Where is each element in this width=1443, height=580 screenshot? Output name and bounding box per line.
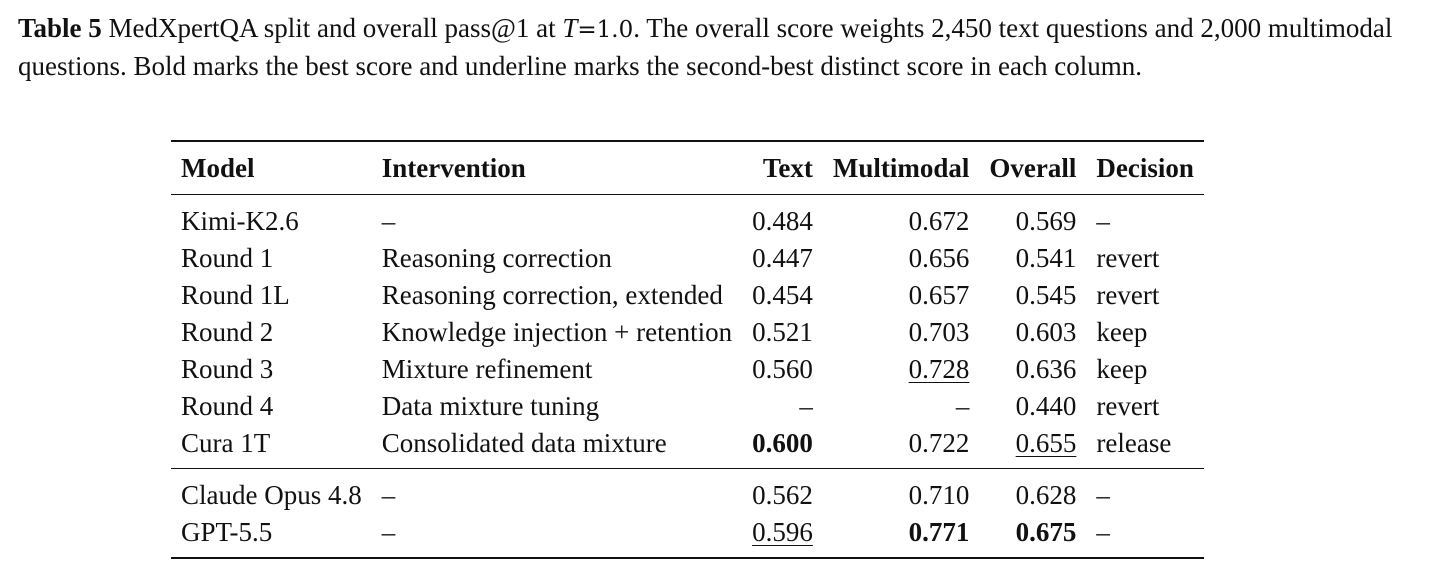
cell-model: Round 1 xyxy=(181,243,274,273)
table-caption: Table 5 MedXpertQA split and overall pas… xyxy=(18,10,1428,84)
cell-intervention: – xyxy=(381,206,396,236)
cell-text: 0.484 xyxy=(752,206,813,236)
cell-text: 0.454 xyxy=(752,280,813,310)
cell-text: 0.447 xyxy=(752,243,813,273)
cell-model: GPT-5.5 xyxy=(171,514,372,559)
caption-label: Table 5 xyxy=(18,13,102,43)
cell-intervention: Reasoning correction, extended xyxy=(381,280,723,310)
cell-multimodal: 0.710 xyxy=(908,480,970,510)
cell-intervention: Consolidated data mixture xyxy=(371,425,743,469)
cell-multimodal: 0.722 xyxy=(822,425,980,469)
cell-text: 0.560 xyxy=(752,354,813,384)
cell-overall: 0.628 xyxy=(1015,480,1077,510)
table-row: Round 2 Knowledge injection + retention … xyxy=(171,314,1204,351)
cell-decision: – xyxy=(1086,514,1204,559)
cell-decision: revert xyxy=(1096,243,1160,273)
caption-text-start: MedXpertQA split and overall pass@1 at xyxy=(108,13,556,43)
cell-intervention: – xyxy=(381,480,396,510)
second-best-multimodal: 0.728 xyxy=(908,354,970,384)
cell-overall: 0.603 xyxy=(1015,317,1077,347)
cell-model: Round 1L xyxy=(181,280,290,310)
table-row: Round 4 Data mixture tuning – – 0.440 re… xyxy=(171,388,1204,425)
cell-model: Round 3 xyxy=(181,354,274,384)
cell-model: Claude Opus 4.8 xyxy=(181,480,362,510)
cell-text: 0.521 xyxy=(752,317,813,347)
caption-math-value: =1.0 xyxy=(577,17,634,43)
cell-text: 0.562 xyxy=(752,480,813,510)
table-row: Claude Opus 4.8 – 0.562 0.710 0.628 – xyxy=(171,469,1204,515)
caption-math-variable: T xyxy=(562,13,578,43)
cell-model: Cura 1T xyxy=(171,425,372,469)
cell-overall: 0.545 xyxy=(1015,280,1077,310)
header-overall: Overall xyxy=(979,140,1087,195)
table-row: Cura 1T Consolidated data mixture 0.600 … xyxy=(171,425,1204,469)
table-row: Round 1 Reasoning correction 0.447 0.656… xyxy=(171,240,1204,277)
cell-multimodal: 0.703 xyxy=(908,317,970,347)
caption-text-end: . The overall score weights 2,450 text q… xyxy=(18,13,1393,81)
cell-model: Round 4 xyxy=(181,391,274,421)
header-text: Text xyxy=(742,140,823,195)
main-rows: Kimi-K2.6 – 0.484 0.672 0.569 – Round 1 … xyxy=(171,195,1204,469)
best-multimodal: 0.771 xyxy=(822,514,980,559)
cell-decision: – xyxy=(1096,206,1110,236)
cell-intervention: Knowledge injection + retention xyxy=(381,317,733,347)
cell-overall: 0.440 xyxy=(1015,391,1077,421)
cell-text: 0.596 xyxy=(742,514,823,559)
cell-intervention: Mixture refinement xyxy=(381,354,593,384)
cell-overall: 0.569 xyxy=(1015,206,1077,236)
cell-text: – xyxy=(799,391,813,421)
cell-model: Kimi-K2.6 xyxy=(181,206,299,236)
cell-decision: revert xyxy=(1096,391,1160,421)
table-row: Round 3 Mixture refinement 0.560 0.728 0… xyxy=(171,351,1204,388)
results-table: Model Intervention Text Multimodal Overa… xyxy=(171,140,1204,559)
cell-multimodal: – xyxy=(955,391,970,421)
cell-multimodal: 0.728 xyxy=(823,351,980,388)
second-best-overall: 0.655 xyxy=(1015,428,1077,458)
cell-overall: 0.541 xyxy=(1015,243,1077,273)
best-overall: 0.675 xyxy=(979,514,1087,559)
cell-multimodal: 0.657 xyxy=(908,280,970,310)
cell-multimodal: 0.656 xyxy=(908,243,970,273)
cell-model: Round 2 xyxy=(181,317,274,347)
table-row: GPT-5.5 – 0.596 0.771 0.675 – xyxy=(171,514,1204,559)
cell-intervention: Data mixture tuning xyxy=(381,391,600,421)
cell-multimodal: 0.672 xyxy=(908,206,970,236)
table-row: Round 1L Reasoning correction, extended … xyxy=(171,277,1204,314)
cell-decision: keep xyxy=(1096,317,1148,347)
cell-overall: 0.655 xyxy=(979,425,1087,469)
header-decision: Decision xyxy=(1086,140,1204,195)
header-intervention: Intervention xyxy=(371,140,743,195)
second-best-text: 0.596 xyxy=(752,517,813,547)
header-multimodal: Multimodal xyxy=(822,140,980,195)
cell-intervention: Reasoning correction xyxy=(381,243,612,273)
cell-decision: release xyxy=(1086,425,1204,469)
reference-rows: Claude Opus 4.8 – 0.562 0.710 0.628 – GP… xyxy=(171,469,1204,559)
cell-decision: – xyxy=(1096,480,1110,510)
cell-intervention: – xyxy=(371,514,743,559)
cell-decision: keep xyxy=(1096,354,1148,384)
cell-decision: revert xyxy=(1096,280,1160,310)
best-text: 0.600 xyxy=(742,425,823,469)
cell-overall: 0.636 xyxy=(1015,354,1077,384)
header-model: Model xyxy=(171,140,372,195)
header-row: Model Intervention Text Multimodal Overa… xyxy=(171,140,1204,195)
table-row: Kimi-K2.6 – 0.484 0.672 0.569 – xyxy=(171,195,1204,241)
